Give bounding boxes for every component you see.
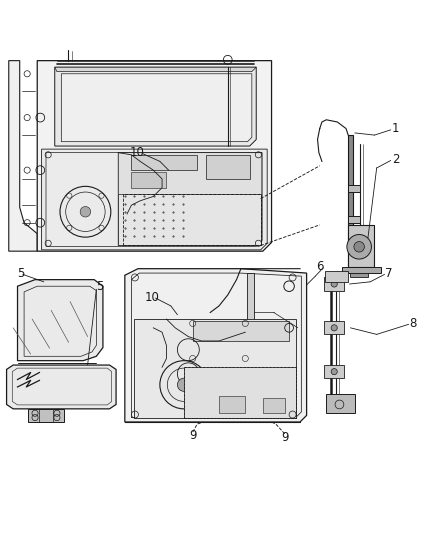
Polygon shape xyxy=(247,273,254,415)
Polygon shape xyxy=(263,398,285,413)
Polygon shape xyxy=(206,155,250,179)
Polygon shape xyxy=(348,216,360,223)
Polygon shape xyxy=(28,409,64,422)
Polygon shape xyxy=(324,365,344,378)
Polygon shape xyxy=(324,278,344,290)
Circle shape xyxy=(347,235,371,259)
Polygon shape xyxy=(219,395,245,413)
Polygon shape xyxy=(326,393,355,413)
Polygon shape xyxy=(61,74,252,142)
Polygon shape xyxy=(134,319,296,418)
Circle shape xyxy=(331,325,337,331)
Circle shape xyxy=(177,378,191,391)
Polygon shape xyxy=(184,367,296,418)
Polygon shape xyxy=(18,280,103,361)
Polygon shape xyxy=(193,321,289,341)
Text: 1: 1 xyxy=(392,122,399,135)
Text: 10: 10 xyxy=(145,290,159,304)
Polygon shape xyxy=(131,155,197,170)
Text: 5: 5 xyxy=(18,266,25,280)
Text: 9: 9 xyxy=(281,431,289,444)
Polygon shape xyxy=(348,225,374,266)
Polygon shape xyxy=(42,149,267,250)
Text: 2: 2 xyxy=(392,152,399,166)
Polygon shape xyxy=(325,271,348,282)
Polygon shape xyxy=(348,135,353,266)
Polygon shape xyxy=(7,365,116,409)
Circle shape xyxy=(354,241,364,252)
Polygon shape xyxy=(55,67,256,71)
Circle shape xyxy=(80,206,91,217)
Text: 8: 8 xyxy=(410,317,417,330)
Polygon shape xyxy=(9,61,37,251)
Text: 10: 10 xyxy=(129,146,144,159)
Text: 9: 9 xyxy=(189,429,197,442)
Polygon shape xyxy=(348,185,360,192)
Polygon shape xyxy=(118,152,262,246)
Polygon shape xyxy=(37,61,272,251)
Text: 5: 5 xyxy=(96,280,104,293)
Circle shape xyxy=(331,368,337,375)
Polygon shape xyxy=(342,266,381,273)
Polygon shape xyxy=(55,67,256,146)
Polygon shape xyxy=(131,172,166,188)
Polygon shape xyxy=(324,321,344,334)
Polygon shape xyxy=(125,269,307,422)
Circle shape xyxy=(331,281,337,287)
Text: 6: 6 xyxy=(317,260,324,273)
Text: 7: 7 xyxy=(385,266,393,280)
Polygon shape xyxy=(350,273,368,278)
Polygon shape xyxy=(118,194,261,246)
